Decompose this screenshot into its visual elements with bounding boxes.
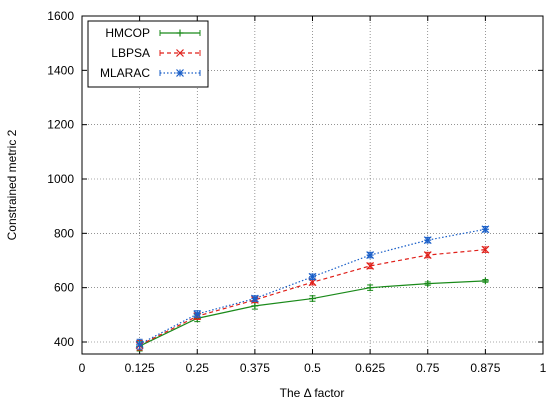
marker-stroke	[135, 340, 144, 349]
legend-marker	[176, 49, 184, 57]
data-point	[481, 225, 490, 234]
legend-box	[87, 20, 209, 88]
series-group	[135, 225, 490, 352]
y-axis-label: Constrained metric 2	[5, 129, 19, 240]
marker-stroke	[366, 262, 375, 270]
series-hmcop	[136, 277, 489, 352]
marker-stroke	[423, 236, 432, 245]
data-point	[309, 295, 316, 303]
legend-marker	[176, 29, 184, 37]
data-point	[308, 272, 317, 281]
marker-stroke	[250, 294, 259, 303]
x-tick-label: 0.375	[240, 361, 270, 375]
x-tick-label: 0.875	[470, 361, 500, 375]
data-point	[423, 236, 432, 245]
x-tick-label: 0.5	[304, 361, 321, 375]
y-tick-label: 1400	[47, 63, 74, 77]
marker-stroke	[308, 272, 317, 281]
legend-label-mlarac: MLARAC	[100, 66, 150, 80]
marker-stroke	[176, 49, 184, 57]
series-mlarac	[135, 225, 490, 350]
data-point	[193, 310, 202, 318]
y-tick-label: 1600	[47, 9, 74, 23]
marker-stroke	[366, 251, 375, 259]
legend: HMCOP LBPSA MLARAC	[87, 20, 209, 88]
legend-marker	[176, 69, 184, 77]
legend-label-lbpsa: LBPSA	[111, 46, 150, 60]
data-point	[481, 277, 489, 285]
x-tick-label: 0	[79, 361, 86, 375]
x-tick-label: 0.25	[186, 361, 210, 375]
x-tick-label: 0.625	[355, 361, 385, 375]
grid-lines	[82, 16, 543, 354]
data-point	[366, 284, 374, 292]
data-point	[366, 262, 375, 270]
y-tick-label: 1200	[47, 118, 74, 132]
marker-stroke	[423, 251, 432, 259]
y-tick-label: 1000	[47, 172, 74, 186]
data-point	[481, 245, 490, 254]
axis-ticks: 0 0.125 0.25 0.375 0.5 0.625 0.75 0.875 14006008…	[47, 9, 546, 375]
x-tick-label: 0.125	[125, 361, 155, 375]
y-tick-label: 400	[54, 335, 74, 349]
marker-stroke	[176, 69, 184, 77]
x-tick-label: 0.75	[416, 361, 440, 375]
y-tick-label: 800	[54, 226, 74, 240]
data-point	[424, 280, 432, 288]
data-point	[366, 251, 375, 259]
x-tick-label: 1	[540, 361, 547, 375]
data-point	[251, 302, 259, 310]
legend-label-hmcop: HMCOP	[105, 26, 150, 40]
y-tick-label: 600	[54, 281, 74, 295]
x-axis-label: The Δ factor	[280, 386, 345, 400]
marker-stroke	[481, 245, 490, 254]
data-point	[423, 251, 432, 259]
data-point	[250, 294, 259, 303]
marker-stroke	[193, 310, 202, 318]
data-point	[135, 340, 144, 349]
marker-stroke	[481, 225, 490, 234]
